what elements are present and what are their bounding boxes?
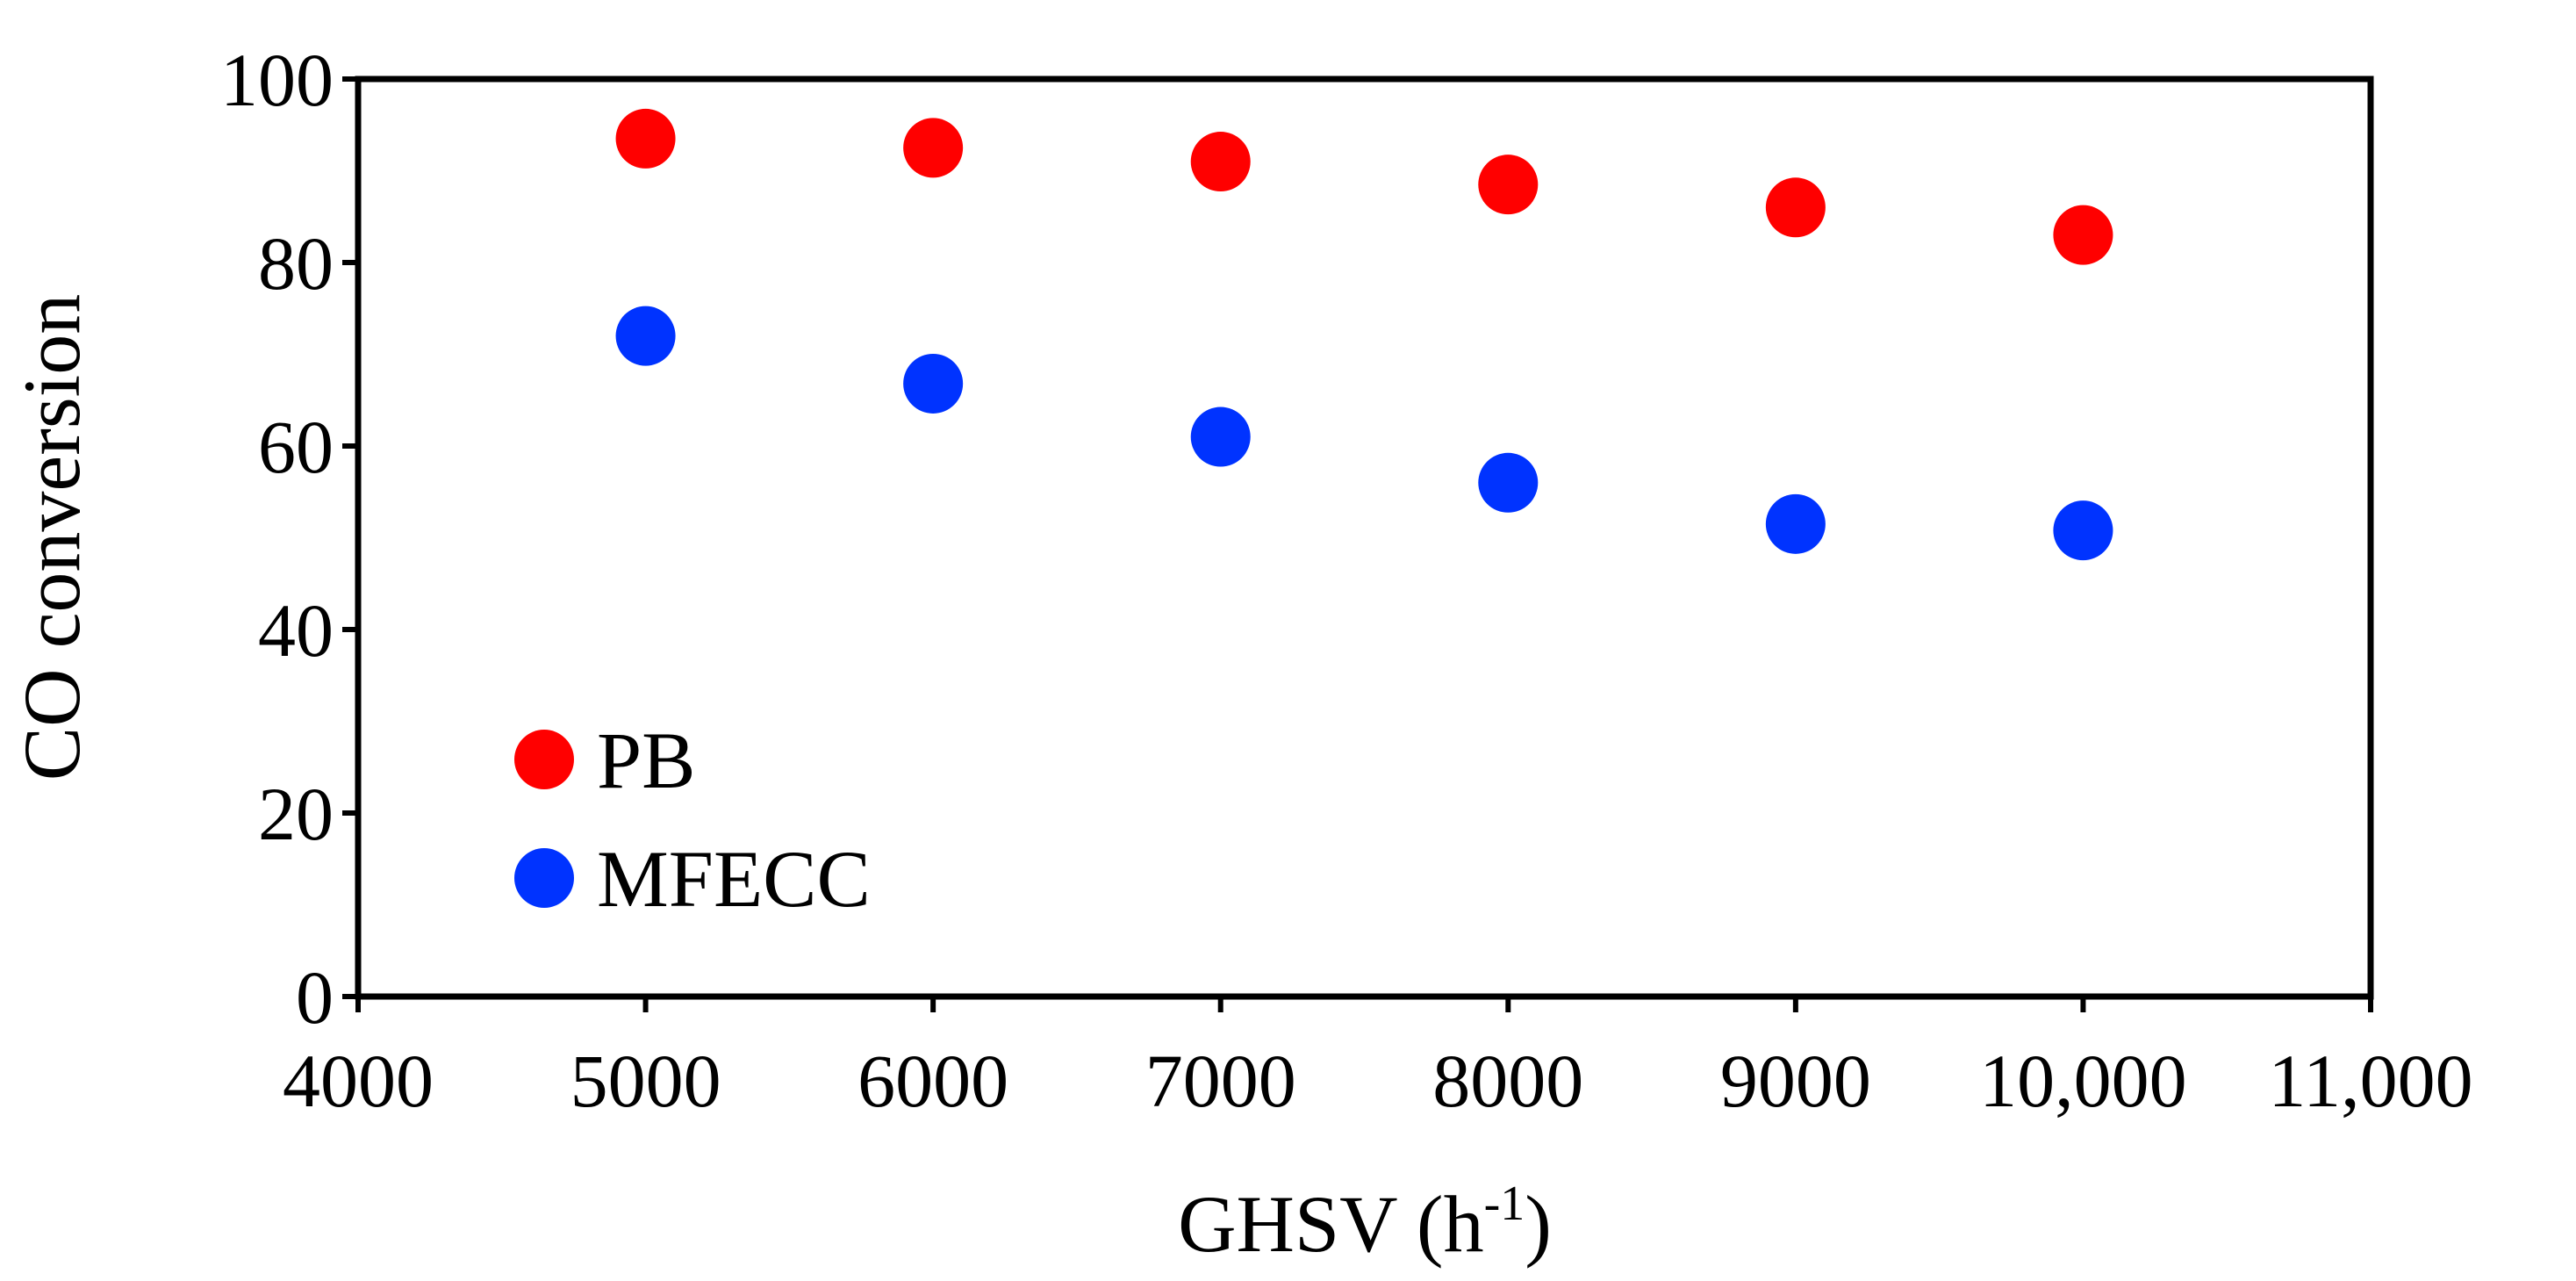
point-mfecc [1190,407,1251,467]
point-mfecc [2053,500,2113,561]
point-pb [1478,155,1539,215]
x-tick-label: 11,000 [2268,1039,2472,1123]
x-tick-label: 9000 [1720,1039,1871,1123]
y-tick-label: 0 [296,955,334,1040]
point-pb [1190,132,1251,192]
plot-frame [355,76,2374,1000]
legend: PB MFECC [514,716,871,924]
x-axis-label-main: GHSV (h [1178,1179,1483,1269]
x-axis-label-superscript: -1 [1484,1177,1525,1231]
point-mfecc [903,353,964,414]
point-pb [903,118,964,178]
y-tick-label: 40 [258,588,334,673]
point-pb [615,108,676,169]
x-tick-label: 4000 [283,1039,434,1123]
y-axis-label: CO conversion [7,294,97,781]
y-axis-ticks: 0 20 40 60 80 100 [220,38,358,1040]
series-mfecc [615,306,2113,561]
legend-marker-mfecc [514,848,574,908]
x-axis-ticks: 4000 5000 6000 7000 8000 9000 10,000 11,000 [283,997,2473,1123]
x-tick-label: 6000 [857,1039,1008,1123]
point-pb [2053,205,2113,265]
point-mfecc [615,306,676,366]
y-tick-label: 100 [220,38,334,122]
y-tick-label: 20 [258,772,334,856]
point-pb [1765,177,1826,238]
point-mfecc [1478,452,1539,513]
legend-label-pb: PB [597,716,696,805]
point-mfecc [1765,493,1826,554]
y-tick-label: 60 [258,405,334,489]
x-axis-label-close: ) [1525,1179,1552,1269]
x-tick-label: 8000 [1432,1039,1583,1123]
y-tick-label: 80 [258,221,334,306]
legend-label-mfecc: MFECC [597,834,871,924]
x-tick-label: 7000 [1145,1039,1296,1123]
x-tick-label: 5000 [570,1039,721,1123]
legend-marker-pb [514,730,574,789]
data-points [615,108,2113,561]
x-tick-label: 10,000 [1979,1039,2187,1123]
series-pb [615,108,2113,265]
x-axis-label: GHSV (h-1) [1178,1177,1552,1269]
